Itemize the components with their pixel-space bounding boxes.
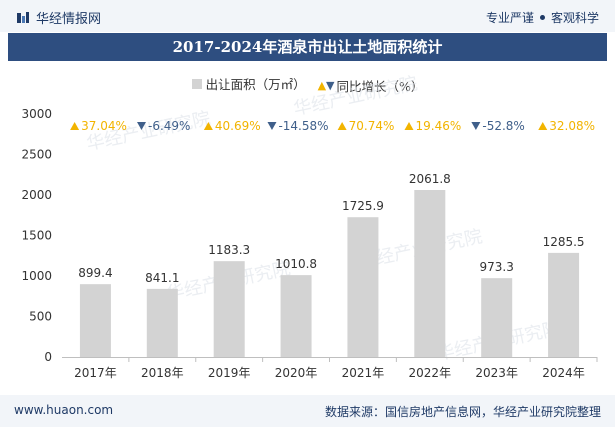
bar-value-label: 1010.8	[275, 257, 317, 271]
legend-item-growth: ▲ ▼ 同比增长（%）	[318, 76, 424, 95]
growth-down-triangle-icon	[267, 122, 277, 130]
legend-bar-label: 出让面积（万㎡）	[205, 77, 306, 92]
growth-label: 32.08%	[549, 119, 595, 133]
slogan-dot-icon	[539, 15, 545, 20]
bar	[481, 278, 513, 357]
bar-value-label: 973.3	[480, 260, 514, 274]
legend-bar-swatch-icon	[191, 78, 202, 89]
x-tick-label: 2017年	[74, 366, 117, 380]
growth-label: 37.04%	[81, 119, 127, 133]
y-tick-label: 0	[44, 350, 52, 364]
brand-logo-icon	[17, 11, 29, 23]
chart-title: 2017-2024年酒泉市出让土地面积统计	[8, 33, 607, 61]
bar	[347, 217, 379, 357]
bar-value-label: 841.1	[145, 271, 179, 285]
footer-source: 数据来源：国信房地产信息网，华经产业研究院整理	[324, 405, 601, 419]
growth-up-triangle-icon	[337, 122, 347, 130]
slogan-left: 专业严谨	[485, 11, 534, 25]
legend-growth-label: 同比增长（%）	[336, 78, 424, 94]
x-tick-label: 2022年	[409, 366, 452, 380]
y-tick-label: 2500	[21, 148, 52, 162]
x-tick-label: 2021年	[342, 366, 385, 380]
watermark-text: 华经产业研究院	[292, 73, 420, 120]
top-bar: 华经情报网 专业严谨 客观科学	[0, 0, 615, 32]
bar	[548, 252, 580, 357]
growth-down-triangle-icon	[471, 122, 481, 130]
legend-down-triangle-icon: ▼	[326, 78, 335, 92]
growth-label: 70.74%	[349, 119, 395, 133]
growth-up-triangle-icon	[404, 122, 414, 130]
y-tick-label: 2000	[21, 188, 52, 202]
y-tick-label: 1000	[21, 269, 52, 283]
bar	[280, 275, 312, 357]
growth-label: -52.8%	[482, 119, 524, 133]
bar	[79, 284, 111, 357]
y-tick-label: 500	[29, 310, 52, 324]
growth-label: 40.69%	[215, 119, 261, 133]
x-tick-label: 2020年	[275, 366, 318, 380]
bar	[146, 288, 178, 357]
x-tick-label: 2019年	[208, 366, 251, 380]
bar	[213, 261, 245, 357]
chart-area: 华经产业研究院华经产业研究院华经产业研究院华经产业研究院华经产业研究院05001…	[21, 73, 598, 380]
bar	[414, 189, 446, 357]
legend-up-triangle-icon: ▲	[317, 78, 327, 92]
x-tick-label: 2023年	[475, 366, 518, 380]
chart-legend: 出让面积（万㎡） ▲ ▼ 同比增长（%）	[0, 74, 615, 95]
y-tick-label: 1500	[21, 229, 52, 243]
slogan: 专业严谨 客观科学	[486, 9, 599, 26]
growth-down-triangle-icon	[137, 122, 147, 130]
bar-value-label: 1725.9	[342, 199, 384, 213]
growth-label: 19.46%	[416, 119, 462, 133]
slogan-right: 客观科学	[550, 11, 599, 25]
growth-up-triangle-icon	[203, 122, 213, 130]
growth-up-triangle-icon	[538, 122, 548, 130]
brand-name: 华经情报网	[36, 12, 102, 27]
footer-site-link[interactable]: www.huaon.com	[14, 403, 114, 417]
x-tick-label: 2024年	[542, 366, 585, 380]
footer: www.huaon.com 数据来源：国信房地产信息网，华经产业研究院整理	[0, 395, 615, 427]
growth-up-triangle-icon	[70, 122, 80, 130]
legend-item-bar: 出让面积（万㎡）	[191, 74, 306, 93]
bar-value-label: 2061.8	[409, 172, 451, 186]
x-tick-label: 2018年	[141, 366, 184, 380]
growth-label: -6.49%	[148, 119, 190, 133]
y-tick-label: 3000	[21, 107, 52, 121]
growth-label: -14.58%	[278, 119, 328, 133]
bar-value-label: 1285.5	[543, 235, 585, 249]
bar-value-label: 899.4	[78, 266, 112, 280]
bar-value-label: 1183.3	[208, 243, 250, 257]
brand[interactable]: 华经情报网	[16, 8, 101, 27]
